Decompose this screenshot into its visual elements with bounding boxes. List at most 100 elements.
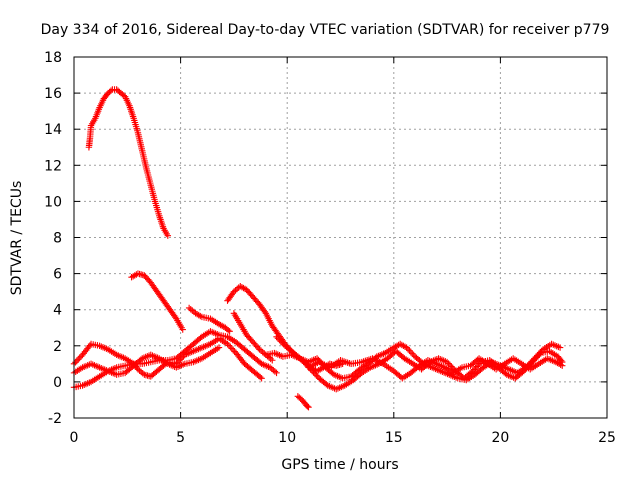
x-tick-label: 0: [70, 430, 79, 446]
data-point: [179, 326, 186, 333]
data-point: [224, 340, 231, 348]
series-arc-dip: [294, 393, 312, 411]
series-arc-mid2: [185, 304, 233, 335]
data-point: [86, 342, 94, 349]
data-point: [75, 356, 82, 363]
series-arc-mid: [128, 270, 186, 333]
data-point: [407, 348, 415, 356]
y-tick-label: 0: [53, 375, 62, 391]
x-tick-label: 15: [385, 430, 403, 446]
data-point: [300, 358, 307, 365]
x-tick-label: 5: [176, 430, 185, 446]
data-point: [301, 360, 309, 367]
series-arc-high: [85, 86, 172, 239]
y-axis-label: SDTVAR / TECUs: [9, 181, 25, 296]
y-tick-label: -2: [48, 411, 62, 427]
data-point: [443, 358, 451, 366]
data-point: [297, 355, 304, 363]
data-point: [311, 370, 319, 377]
data-point: [469, 367, 476, 375]
data-point: [73, 357, 81, 365]
data-point: [261, 308, 269, 316]
data-point: [559, 362, 566, 369]
data-point: [404, 345, 412, 353]
data-point: [172, 314, 179, 321]
y-axis-ticks: -2 0 2 4 6 8 10 12 14 16 18: [44, 50, 607, 427]
data-point: [273, 369, 280, 377]
data-point: [406, 347, 413, 354]
data-point: [269, 357, 276, 364]
series-arc-late-c: [305, 355, 566, 382]
x-axis-label: GPS time / hours: [281, 457, 398, 473]
data-point: [229, 346, 237, 354]
data-point: [446, 361, 454, 369]
data-point: [519, 369, 526, 376]
data-point: [107, 87, 115, 94]
data-point: [475, 361, 482, 369]
data-point: [227, 343, 234, 351]
data-point: [520, 367, 528, 375]
y-tick-label: 6: [53, 267, 62, 283]
data-point: [175, 357, 183, 365]
y-tick-label: 10: [44, 194, 62, 210]
data-point: [533, 354, 540, 361]
data-point: [164, 232, 172, 239]
data-point: [445, 360, 452, 367]
data-point: [226, 328, 233, 335]
data-point: [468, 369, 475, 376]
data-point: [532, 355, 539, 363]
x-axis-ticks: 0 5 10 15 20 25: [70, 57, 616, 446]
data-point: [228, 345, 235, 352]
data-point: [258, 375, 265, 382]
data-point: [527, 360, 535, 367]
data-point: [298, 357, 306, 364]
data-point: [472, 364, 479, 372]
data-point: [177, 356, 184, 363]
data-point: [314, 373, 321, 380]
data-point: [279, 339, 286, 346]
data-point: [276, 336, 283, 343]
chart-title: Day 334 of 2016, Sidereal Day-to-day VTE…: [41, 22, 610, 38]
y-tick-label: 18: [44, 50, 62, 66]
data-point: [476, 360, 483, 367]
y-tick-label: 2: [53, 339, 62, 355]
data-point: [403, 344, 410, 351]
grid: [74, 57, 607, 418]
y-tick-label: 12: [44, 158, 62, 174]
data-point: [536, 351, 543, 358]
data-point: [215, 344, 223, 351]
x-tick-label: 25: [598, 430, 616, 446]
series-arc-low-b: [70, 335, 265, 382]
data-point: [556, 344, 564, 351]
data-point: [225, 342, 233, 349]
y-tick-label: 14: [44, 122, 62, 138]
plot-frame: [73, 56, 608, 419]
y-tick-label: 16: [44, 86, 62, 102]
data-point: [409, 350, 416, 357]
data-point: [470, 366, 478, 373]
data-point: [274, 335, 282, 342]
data-point: [304, 403, 311, 410]
data-point: [178, 354, 186, 362]
y-tick-label: 4: [53, 303, 62, 319]
x-tick-label: 10: [278, 430, 296, 446]
data-point: [530, 357, 538, 364]
data-point: [256, 373, 264, 381]
data-marks: [70, 86, 566, 411]
data-point: [529, 358, 536, 366]
data-point: [255, 344, 262, 352]
x-tick-label: 20: [491, 430, 509, 446]
data-point: [277, 338, 285, 345]
series-arc-mid3: [230, 310, 276, 364]
data-point: [310, 369, 317, 376]
y-tick-label: 8: [53, 231, 62, 247]
data-point: [305, 403, 312, 411]
data-point: [534, 352, 542, 360]
data-point: [76, 354, 83, 362]
data-point: [273, 333, 280, 340]
series-arc-low-c: [70, 344, 223, 378]
data-point: [473, 363, 481, 370]
data-point: [72, 359, 79, 366]
data-point: [280, 341, 287, 348]
